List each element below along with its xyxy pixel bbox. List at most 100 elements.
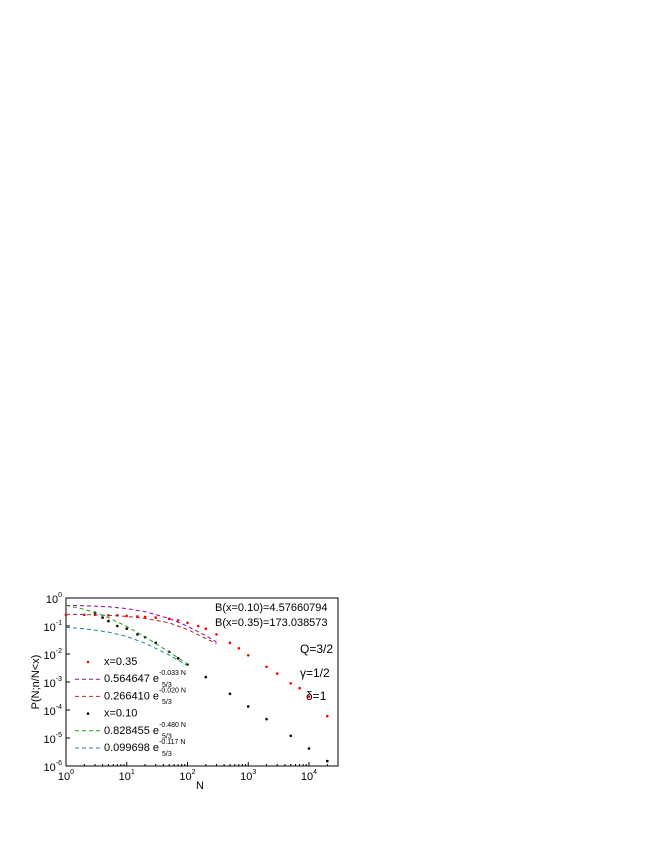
legend-sup: -0.020 N: [159, 687, 186, 694]
tick-label-exponent: 2: [192, 769, 196, 776]
legend-name: 0.564647 e: [104, 673, 159, 685]
tick-label-exponent: 4: [313, 769, 317, 776]
tick-label: 10-4: [44, 704, 63, 718]
data-point: [246, 705, 250, 708]
data-point: [265, 717, 268, 721]
annotation: B(x=0.10)=4.57660794: [215, 602, 328, 614]
tick-label: 100: [58, 769, 74, 783]
legend-sup: -0.033 N: [159, 670, 186, 677]
tick-label-exponent: 3: [252, 769, 256, 776]
data-point: [307, 747, 311, 750]
legend-name: x=0.10: [104, 708, 137, 720]
data-point: [143, 615, 147, 619]
tick-label: 100: [46, 592, 62, 606]
legend-label: 0.828455 e-0.480 N: [104, 722, 186, 737]
tick-label-base: 10: [44, 734, 56, 746]
fit-line: [65, 613, 217, 644]
tick-label-base: 10: [119, 771, 131, 783]
data-point: [167, 617, 171, 621]
legend-sub: 5/3: [162, 682, 172, 689]
data-point: [154, 616, 158, 619]
tick-label-base: 10: [46, 594, 58, 606]
legend-name: 0.828455 e: [104, 725, 159, 737]
data-point: [125, 627, 129, 631]
tick-label-exponent: -2: [56, 648, 62, 655]
tick-label: 102: [179, 769, 195, 783]
annotation: γ=1/2: [300, 666, 330, 680]
legend-name: 0.099698 e: [104, 742, 159, 754]
data-point: [215, 633, 218, 636]
data-point: [326, 759, 329, 763]
tick-label-base: 10: [44, 678, 56, 690]
tick-label-base: 10: [44, 622, 56, 634]
data-point: [289, 681, 293, 685]
legend-sup: -0.117 N: [159, 739, 185, 746]
data-point: [204, 675, 208, 679]
tick-label: 10-3: [44, 676, 63, 690]
fit-line: [65, 626, 188, 667]
data-point: [289, 734, 293, 738]
legend-label: 0.099698 e-0.117 N: [104, 739, 185, 754]
legend-symbol: [86, 660, 90, 664]
annotation: δ=1: [306, 689, 327, 703]
data-point: [228, 641, 232, 645]
legend-symbol: [86, 712, 90, 715]
tick-label-base: 10: [240, 771, 252, 783]
data-point: [186, 621, 189, 625]
tick-label-exponent: 0: [58, 592, 62, 599]
data-point: [136, 633, 139, 636]
tick-label: 10-1: [44, 620, 63, 634]
data-point: [237, 646, 241, 650]
annotation: Q=3/2: [300, 642, 333, 656]
data-point: [265, 665, 268, 669]
legend-sup: -0.480 N: [159, 722, 186, 729]
legend-label: x=0.10: [104, 708, 137, 720]
legend-sub: 5/3: [162, 734, 172, 741]
tick-label-base: 10: [44, 706, 56, 718]
tick-label-base: 10: [44, 650, 56, 662]
tick-label-exponent: 0: [70, 769, 74, 776]
tick-label-exponent: -4: [56, 704, 62, 711]
tick-label: 103: [240, 769, 256, 783]
data-point: [196, 624, 200, 628]
fit-line: [65, 604, 217, 643]
data-point: [101, 616, 104, 619]
tick-label-base: 10: [58, 771, 70, 783]
data-point: [176, 657, 180, 660]
legend-label: x=0.35: [104, 656, 137, 668]
data-point: [228, 692, 232, 696]
data-point: [125, 614, 129, 618]
legend-name: x=0.35: [104, 656, 137, 668]
tick-label-exponent: -1: [56, 620, 62, 627]
x-axis-label: N: [196, 780, 204, 792]
tick-label-exponent: 1: [131, 769, 135, 776]
data-point: [246, 653, 250, 657]
data-point: [107, 619, 110, 623]
data-point: [176, 618, 180, 622]
legend-name: 0.266410 e: [104, 690, 159, 702]
annotation: B(x=0.35)=173.038573: [215, 617, 328, 629]
tick-label: 104: [301, 769, 317, 783]
data-point: [275, 672, 279, 675]
legend-label: 0.266410 e-0.020 N: [104, 687, 186, 702]
tick-label: 10-5: [44, 732, 63, 746]
tick-label-exponent: -3: [56, 676, 62, 683]
legend-sub: 5/3: [162, 699, 172, 706]
tick-label-base: 10: [179, 771, 191, 783]
tick-label-exponent: -5: [56, 732, 62, 739]
tick-label-base: 10: [44, 762, 56, 774]
tick-label: 101: [119, 769, 135, 783]
fit-line: [65, 604, 188, 665]
tick-label-base: 10: [301, 771, 313, 783]
tick-label-exponent: -6: [56, 760, 62, 767]
legend-sub: 5/3: [162, 751, 172, 758]
data-point: [116, 624, 119, 628]
data-point: [326, 714, 329, 718]
tick-label: 10-2: [44, 648, 63, 662]
data-point: [298, 686, 301, 690]
tick-label: 10-6: [44, 760, 63, 774]
y-axis-label: P(N;n/N<x): [30, 655, 42, 710]
data-point: [204, 627, 208, 631]
legend-label: 0.564647 e-0.033 N: [104, 670, 186, 685]
